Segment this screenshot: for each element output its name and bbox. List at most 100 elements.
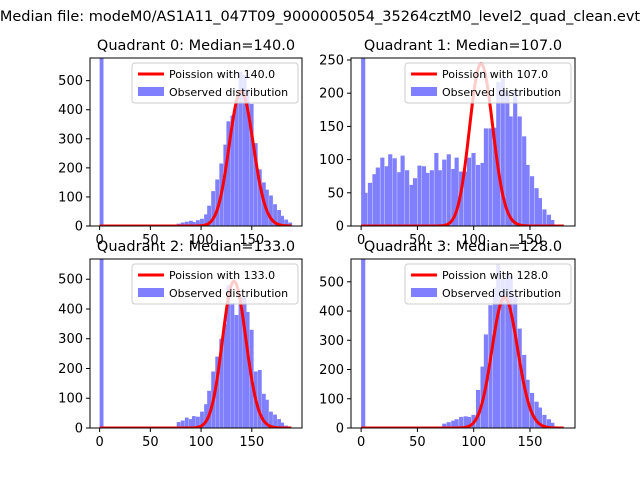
- hist-bar: [261, 393, 266, 428]
- hist-bar: [496, 264, 501, 428]
- x-tick-label: 0: [357, 233, 365, 248]
- hist-bar: [269, 411, 273, 428]
- hist-bar: [361, 58, 366, 226]
- legend-label-observed: Observed distribution: [442, 86, 561, 99]
- hist-bar: [542, 414, 547, 428]
- hist-bar: [496, 81, 501, 226]
- hist-bar: [421, 166, 427, 226]
- hist-bar: [546, 214, 552, 226]
- quadrant-0-histogram: [99, 58, 293, 226]
- y-tick-label: 100: [319, 153, 344, 168]
- quadrant-1-title: Quadrant 1: Median=107.0: [364, 38, 562, 54]
- hist-bar: [400, 155, 405, 226]
- legend-label-observed: Observed distribution: [169, 287, 288, 300]
- hist-bar: [191, 221, 196, 226]
- figure-suptitle: Median file: modeM0/AS1A11_047T09_900000…: [0, 9, 640, 25]
- hist-bar: [442, 423, 447, 428]
- legend-hist-swatch: [411, 87, 437, 96]
- hist-bar: [508, 116, 513, 226]
- hist-bar: [219, 338, 224, 428]
- hist-bar: [466, 157, 472, 226]
- y-tick-label: 0: [336, 220, 344, 235]
- hist-bar: [534, 401, 539, 428]
- hist-bar: [492, 127, 497, 226]
- hist-bar: [280, 215, 285, 226]
- hist-bar: [204, 214, 208, 226]
- x-tick-label: 150: [518, 435, 543, 450]
- hist-bar: [257, 369, 262, 428]
- hist-bar: [534, 188, 539, 226]
- hist-bar: [180, 222, 185, 226]
- x-tick-label: 150: [518, 233, 543, 248]
- axes-frame: [89, 258, 303, 429]
- legend-label-poisson: Poission with 107.0: [442, 68, 548, 81]
- hist-bar: [425, 172, 430, 226]
- x-tick-label: 100: [461, 233, 486, 248]
- hist-bar: [451, 168, 456, 226]
- hist-bar: [238, 71, 243, 226]
- hist-bar: [367, 182, 373, 226]
- hist-bar: [264, 399, 269, 428]
- hist-bar: [242, 297, 247, 428]
- hist-bar: [492, 287, 497, 428]
- legend-box: [131, 263, 299, 305]
- hist-bar: [412, 178, 418, 226]
- legend-box: [404, 263, 572, 305]
- hist-bar: [184, 221, 189, 226]
- y-tick-label: 400: [58, 302, 83, 317]
- legend: Poission with 140.0 Observed distribution: [131, 62, 299, 104]
- hist-bar: [500, 77, 505, 226]
- quadrant-1-plot: 0 50 100 150 0 50 100 150 200 250 Quadrant 1: Medi…: [319, 38, 576, 248]
- quadrant-1-histogram: [361, 58, 555, 226]
- y-tick-label: 500: [58, 74, 83, 89]
- y-tick-label: 100: [58, 190, 83, 205]
- axes-frame: [89, 57, 303, 227]
- x-tick-label: 150: [239, 435, 264, 450]
- hist-bar: [372, 174, 377, 226]
- hist-bar: [429, 170, 434, 226]
- x-tick-label: 100: [189, 233, 214, 248]
- axes-frame: [350, 57, 576, 227]
- hist-bar: [517, 116, 522, 226]
- hist-bar: [230, 303, 235, 428]
- hist-bar: [363, 192, 368, 226]
- legend-box: [404, 62, 572, 104]
- y-tick-label: 300: [58, 132, 83, 147]
- hist-bar: [459, 416, 464, 428]
- legend-hist-swatch: [411, 288, 437, 297]
- x-tick-label: 100: [189, 435, 214, 450]
- y-tick-label: 400: [319, 305, 344, 320]
- x-tick-label: 0: [95, 233, 103, 248]
- hist-bar: [204, 404, 208, 428]
- legend: Poission with 128.0 Observed distribution: [404, 263, 572, 305]
- hist-bar: [234, 314, 239, 428]
- hist-bar: [223, 323, 228, 428]
- hist-bar: [405, 170, 410, 226]
- hist-bar: [488, 128, 493, 226]
- hist-bar: [207, 205, 212, 226]
- hist-bar: [437, 170, 442, 226]
- x-tick-label: 100: [461, 435, 486, 450]
- legend-box: [131, 62, 299, 104]
- legend-label-poisson: Poission with 140.0: [169, 68, 275, 81]
- hist-bar: [409, 184, 414, 226]
- hist-bar: [505, 273, 510, 428]
- x-tick-label: 50: [142, 435, 159, 450]
- legend-label-poisson: Poission with 128.0: [442, 269, 548, 282]
- hist-bar: [242, 74, 247, 226]
- hist-bar: [451, 420, 456, 428]
- hist-bar: [380, 157, 385, 226]
- legend: Poission with 107.0 Observed distribution: [404, 62, 572, 104]
- hist-bar: [176, 422, 181, 428]
- hist-bar: [384, 166, 389, 226]
- y-tick-label: 0: [75, 220, 83, 235]
- hist-bar: [230, 115, 235, 226]
- hist-bar: [529, 176, 535, 226]
- legend: Poission with 133.0 Observed distribution: [131, 263, 299, 305]
- hist-bar: [245, 311, 250, 428]
- hist-bar: [537, 407, 543, 428]
- hist-bar: [200, 411, 204, 428]
- hist-bar: [513, 89, 518, 226]
- x-tick-label: 150: [239, 233, 264, 248]
